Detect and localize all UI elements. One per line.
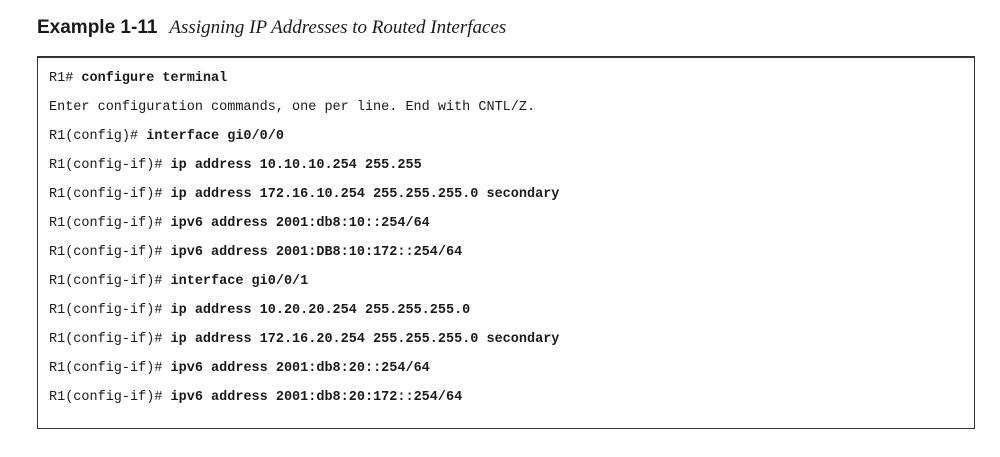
code-line: R1(config-if)# ip address 10.20.20.254 2… <box>38 296 974 325</box>
code-command: ip address 10.20.20.254 255.255.255.0 <box>170 303 471 318</box>
code-line: R1# configure terminal <box>38 64 974 93</box>
example-heading: Example 1-11 Assigning IP Addresses to R… <box>37 17 506 41</box>
example-caption: Assigning IP Addresses to Routed Interfa… <box>169 17 507 38</box>
code-command: ipv6 address 2001:db8:10::254/64 <box>170 216 430 231</box>
code-line: R1(config-if)# ip address 172.16.20.254 … <box>38 325 974 354</box>
code-output: Enter configuration commands, one per li… <box>49 100 536 115</box>
code-prompt: R1(config-if)# <box>49 361 171 376</box>
code-line: R1(config-if)# ipv6 address 2001:db8:20:… <box>38 354 974 383</box>
code-line: R1(config-if)# ip address 10.10.10.254 2… <box>38 151 974 180</box>
code-command: ipv6 address 2001:DB8:10:172::254/64 <box>170 245 463 260</box>
code-command: configure terminal <box>81 71 228 86</box>
code-prompt: R1(config-if)# <box>49 245 171 260</box>
code-command: ipv6 address 2001:db8:20:172::254/64 <box>170 390 463 405</box>
code-line: R1(config-if)# ipv6 address 2001:db8:20:… <box>38 383 974 412</box>
code-command: ip address 10.10.10.254 255.255 <box>170 158 422 173</box>
code-command: ipv6 address 2001:db8:20::254/64 <box>170 361 430 376</box>
code-prompt: R1(config-if)# <box>49 158 171 173</box>
code-line: Enter configuration commands, one per li… <box>38 93 974 122</box>
code-prompt: R1(config-if)# <box>49 216 171 231</box>
code-prompt: R1(config-if)# <box>49 390 171 405</box>
code-prompt: R1(config-if)# <box>49 303 171 318</box>
code-prompt: R1# <box>49 71 82 86</box>
code-command: ip address 172.16.10.254 255.255.255.0 s… <box>170 187 560 202</box>
code-line: R1(config-if)# ip address 172.16.10.254 … <box>38 180 974 209</box>
code-prompt: R1(config-if)# <box>49 187 171 202</box>
code-command: interface gi0/0/0 <box>146 129 284 144</box>
code-prompt: R1(config-if)# <box>49 274 171 289</box>
code-line: R1(config)# interface gi0/0/0 <box>38 122 974 151</box>
code-line: R1(config-if)# ipv6 address 2001:db8:10:… <box>38 209 974 238</box>
code-line: R1(config-if)# ipv6 address 2001:DB8:10:… <box>38 238 974 267</box>
code-line: R1(config-if)# interface gi0/0/1 <box>38 267 974 296</box>
code-command: interface gi0/0/1 <box>170 274 309 289</box>
code-prompt: R1(config-if)# <box>49 332 171 347</box>
example-number: Example 1-11 <box>37 17 158 38</box>
code-listing: R1# configure terminal Enter configurati… <box>37 56 975 429</box>
code-prompt: R1(config)# <box>49 129 147 144</box>
code-command: ip address 172.16.20.254 255.255.255.0 s… <box>170 332 560 347</box>
